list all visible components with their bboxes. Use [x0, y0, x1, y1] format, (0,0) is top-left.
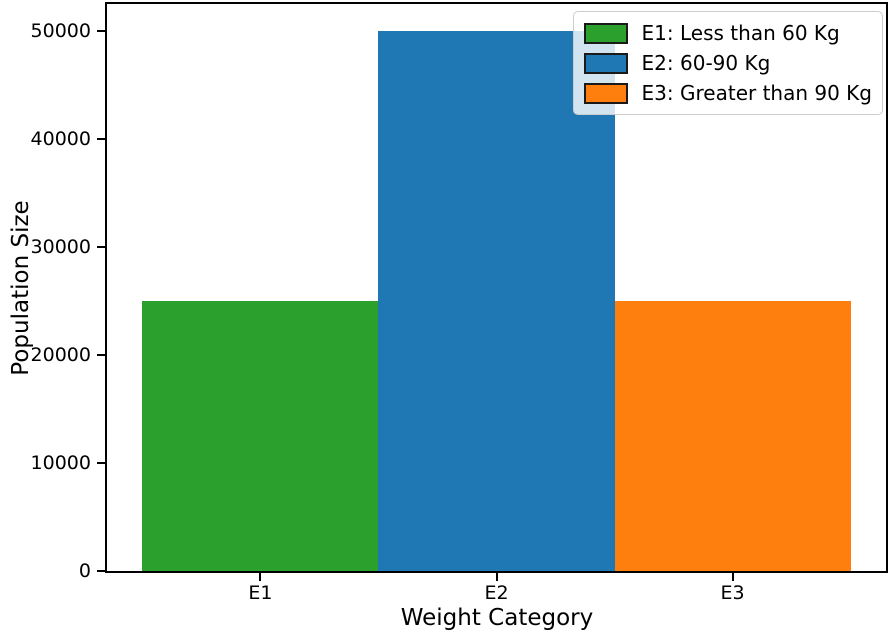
bar-e2 — [378, 31, 615, 571]
y-tick-mark — [97, 354, 105, 356]
y-tick-mark — [97, 570, 105, 572]
plot-area: E1: Less than 60 Kg E2: 60-90 Kg E3: Great… — [31, 2, 888, 604]
x-tick-label: E3 — [720, 582, 745, 604]
y-tick-mark — [97, 246, 105, 248]
y-tick-label: 30000 — [30, 236, 91, 258]
legend-entry-label: E2: 60-90 Kg — [641, 51, 771, 75]
legend-entry-label: E1: Less than 60 Kg — [641, 21, 840, 45]
x-axis-title: Weight Category — [400, 605, 594, 631]
y-tick-mark — [97, 462, 105, 464]
legend-color-swatch — [583, 52, 628, 74]
x-tick-mark — [731, 573, 734, 581]
bar-e3 — [614, 301, 851, 571]
y-tick-label: 20000 — [30, 344, 91, 366]
legend-color-swatch — [583, 82, 628, 104]
legend-entry-label: E3: Greater than 90 Kg — [641, 81, 872, 105]
x-tick-mark — [495, 573, 498, 581]
y-tick-mark — [97, 138, 105, 140]
x-tick-label: E2 — [484, 582, 509, 604]
x-tick-mark — [259, 573, 262, 581]
y-tick-mark — [97, 30, 105, 32]
legend-entry: E1: Less than 60 Kg — [583, 18, 872, 48]
bar-e1 — [142, 301, 379, 571]
legend-entry: E2: 60-90 Kg — [583, 48, 872, 78]
y-tick-label: 40000 — [30, 128, 91, 150]
legend-entry: E3: Greater than 90 Kg — [583, 78, 872, 108]
y-tick-label: 10000 — [30, 452, 91, 474]
legend-color-swatch — [583, 22, 628, 44]
y-tick-label: 0 — [78, 560, 91, 582]
legend: E1: Less than 60 Kg E2: 60-90 Kg E3: Great… — [572, 11, 883, 115]
x-tick-label: E1 — [248, 582, 273, 604]
y-tick-label: 50000 — [30, 20, 91, 42]
